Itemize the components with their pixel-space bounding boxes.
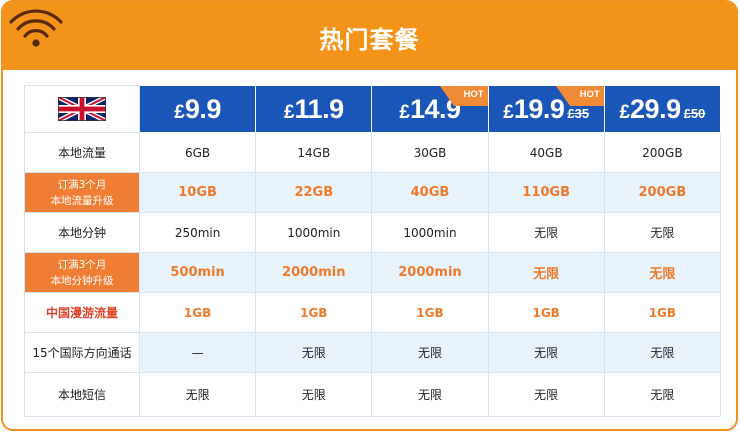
cell-value: 30GB <box>371 132 489 173</box>
cell-value: 1GB <box>255 292 373 333</box>
row-minutes-upgrade: 订满3个月 本地分钟升级 500min 2000min 2000min 无限 无限 <box>24 252 722 293</box>
cell-value: 无限 <box>603 212 722 253</box>
cell-value: 无限 <box>371 332 489 373</box>
cell-value: 500min <box>138 252 257 293</box>
cell-value: 14GB <box>255 132 373 173</box>
cell-value: 40GB <box>487 132 605 173</box>
currency-symbol: £ <box>503 101 514 123</box>
cell-value: 无限 <box>487 252 605 293</box>
cell-value: 无限 <box>603 372 722 417</box>
flag-cell <box>24 85 140 133</box>
cell-value: 1GB <box>138 292 257 333</box>
cell-value: 无限 <box>487 212 605 253</box>
cell-value: 22GB <box>255 172 373 213</box>
row-label: 中国漫游流量 <box>24 292 140 333</box>
plan-price-2[interactable]: £11.9 <box>255 85 373 133</box>
cell-value: 无限 <box>487 332 605 373</box>
price-value: 9.9 <box>184 93 222 124</box>
uk-flag-icon <box>58 97 106 121</box>
plan-price-3[interactable]: HOT £14.9 <box>371 85 489 133</box>
row-local-sms: 本地短信 无限 无限 无限 无限 无限 <box>24 372 722 417</box>
cell-value: 无限 <box>371 372 489 417</box>
old-price: £35 <box>567 105 590 121</box>
wifi-icon <box>9 9 63 47</box>
cell-value: 无限 <box>487 372 605 417</box>
row-intl-calls: 15个国际方向通话 — 无限 无限 无限 无限 <box>24 332 722 373</box>
currency-symbol: £ <box>283 101 295 123</box>
page-title: 热门套餐 <box>319 26 420 54</box>
currency-symbol: £ <box>174 101 185 123</box>
plan-price-4[interactable]: HOT £19.9 £35 <box>487 85 605 133</box>
row-label: 本地短信 <box>24 372 140 417</box>
plan-price-1[interactable]: £9.9 <box>138 85 257 133</box>
cell-value: 6GB <box>138 132 257 173</box>
cell-value: 1GB <box>371 292 489 333</box>
cell-value: — <box>138 332 257 373</box>
row-local-minutes: 本地分钟 250min 1000min 1000min 无限 无限 <box>24 212 722 253</box>
cell-value: 110GB <box>487 172 605 213</box>
cell-value: 200GB <box>603 132 722 173</box>
header-bar: 热门套餐 <box>3 2 736 70</box>
cell-value: 1GB <box>487 292 605 333</box>
currency-symbol: £ <box>399 101 410 123</box>
cell-value: 40GB <box>371 172 489 213</box>
row-label: 15个国际方向通话 <box>24 332 140 373</box>
cell-value: 1000min <box>255 212 373 253</box>
row-label: 本地分钟 <box>24 212 140 253</box>
price-value: 11.9 <box>294 93 345 124</box>
row-label: 本地流量 <box>24 132 140 173</box>
hot-badge: HOT <box>555 86 604 106</box>
cell-value: 2000min <box>371 252 489 293</box>
plan-price-5[interactable]: £29.9 £50 <box>603 85 722 133</box>
cell-value: 无限 <box>603 252 722 293</box>
hot-badge: HOT <box>439 86 488 106</box>
price-value: 29.9 <box>630 93 681 124</box>
cell-value: 无限 <box>603 332 722 373</box>
cell-value: 1000min <box>371 212 489 253</box>
row-data-upgrade: 订满3个月 本地流量升级 10GB 22GB 40GB 110GB 200GB <box>24 172 722 213</box>
row-local-data: 本地流量 6GB 14GB 30GB 40GB 200GB <box>24 132 722 173</box>
row-label: 订满3个月 本地流量升级 <box>24 172 140 213</box>
price-row: £9.9 £11.9 HOT £14.9 HOT £19.9 £35 £29.9 £… <box>24 85 722 133</box>
old-price: £50 <box>683 105 706 121</box>
cell-value: 250min <box>138 212 257 253</box>
cell-value: 无限 <box>255 372 373 417</box>
cell-value: 无限 <box>138 372 257 417</box>
currency-symbol: £ <box>619 101 631 123</box>
cell-value: 200GB <box>603 172 722 213</box>
cell-value: 1GB <box>603 292 722 333</box>
cell-value: 2000min <box>255 252 373 293</box>
plans-table: £9.9 £11.9 HOT £14.9 HOT £19.9 £35 £29.9 £… <box>24 85 722 417</box>
row-china-roaming: 中国漫游流量 1GB 1GB 1GB 1GB 1GB <box>24 292 722 333</box>
cell-value: 10GB <box>138 172 257 213</box>
cell-value: 无限 <box>255 332 373 373</box>
row-label: 订满3个月 本地分钟升级 <box>24 252 140 293</box>
